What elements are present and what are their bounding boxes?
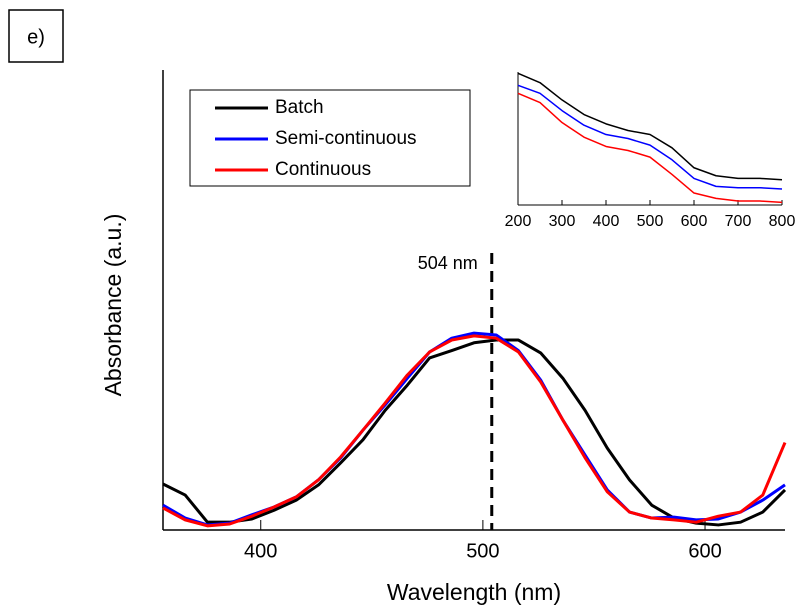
x-axis-label: Wavelength (nm) (387, 579, 561, 605)
data-line (517, 92, 783, 204)
panel-label: e) (27, 26, 45, 48)
data-line (162, 338, 787, 527)
x-tick-label: 200 (505, 213, 532, 230)
legend-label: Semi-continuous (275, 128, 417, 149)
x-tick-label: 800 (769, 213, 796, 230)
x-tick-label: 600 (688, 540, 721, 562)
data-line (162, 334, 787, 528)
annotation-label: 504 nm (418, 253, 478, 273)
y-axis-label: Absorbance (a.u.) (100, 214, 126, 397)
data-line (162, 331, 786, 527)
x-tick-label: 400 (593, 213, 620, 230)
legend-label: Continuous (275, 159, 371, 180)
x-tick-label: 700 (725, 213, 752, 230)
x-tick-label: 500 (466, 540, 499, 562)
x-tick-label: 400 (244, 540, 277, 562)
x-tick-label: 600 (681, 213, 708, 230)
legend-label: Batch (275, 97, 324, 118)
panel-label-box (8, 9, 64, 63)
data-line (517, 84, 783, 190)
data-line (517, 72, 783, 181)
x-tick-label: 500 (637, 213, 664, 230)
x-tick-label: 300 (549, 213, 576, 230)
